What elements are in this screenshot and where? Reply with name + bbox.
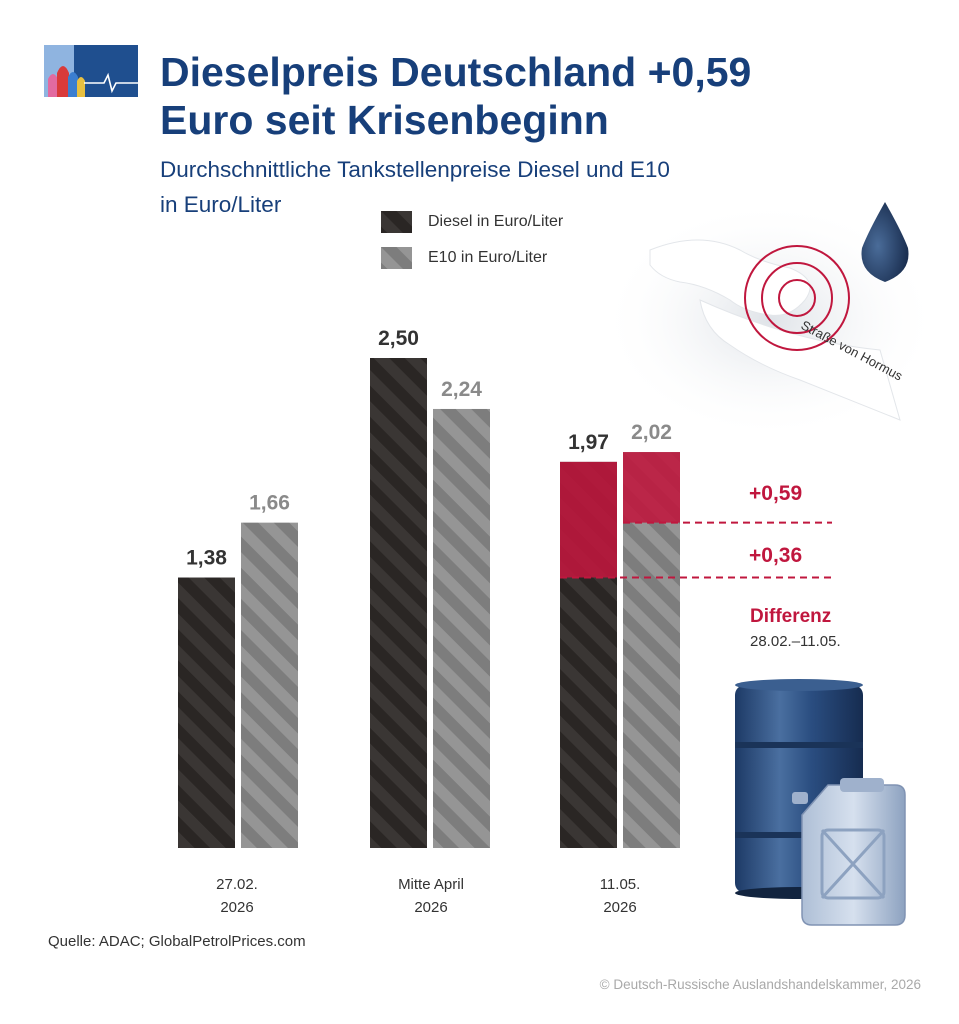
x-tick-label: 11.05. 2026 bbox=[550, 873, 690, 919]
bar-e10 bbox=[623, 452, 680, 848]
map-label: Straße von Hormus bbox=[799, 317, 906, 383]
legend-label-e10: E10 in Euro/Liter bbox=[428, 249, 548, 266]
bar-e10 bbox=[241, 522, 298, 848]
bar-diesel bbox=[560, 461, 617, 848]
legend-item-e10: E10 in Euro/Liter bbox=[381, 240, 563, 276]
copyright: © Deutsch-Russische Auslandshandelskamme… bbox=[599, 977, 921, 992]
x-tick-line-2: 2026 bbox=[414, 899, 448, 916]
jerry-can-icon bbox=[792, 778, 906, 926]
difference-label: +0,36 bbox=[749, 544, 802, 567]
legend-item-diesel: Diesel in Euro/Liter bbox=[381, 204, 563, 240]
legend-swatch-diesel bbox=[381, 211, 412, 233]
data-label: 2,50 bbox=[378, 327, 419, 350]
title-line-2: Euro seit Krisenbeginn bbox=[160, 97, 609, 143]
bar-e10 bbox=[433, 408, 490, 848]
data-label: 2,24 bbox=[441, 378, 482, 401]
bar-diesel bbox=[178, 577, 235, 848]
legend-swatch-e10 bbox=[381, 247, 412, 269]
page-title: Dieselpreis Deutschland +0,59 Euro seit … bbox=[160, 48, 920, 144]
x-tick-label: 27.02. 2026 bbox=[167, 873, 307, 919]
bar-diesel bbox=[370, 358, 427, 848]
chart-subtitle: Durchschnittliche Tankstellenpreise Dies… bbox=[160, 152, 880, 222]
oil-barrel-icon bbox=[735, 679, 863, 899]
difference-label: +0,59 bbox=[749, 482, 802, 505]
x-tick-line-1: 11.05. bbox=[599, 876, 641, 893]
hormuz-map: Straße von Hormus bbox=[600, 200, 940, 440]
data-label: 2,02 bbox=[631, 421, 672, 444]
x-tick-line-2: 2026 bbox=[603, 899, 637, 916]
data-label: 1,38 bbox=[186, 547, 227, 570]
title-line-1: Dieselpreis Deutschland +0,59 bbox=[160, 49, 752, 95]
data-label: 1,66 bbox=[249, 492, 290, 515]
x-tick-line-1: 27.02. bbox=[216, 876, 258, 893]
x-tick-line-1: Mitte April bbox=[398, 876, 464, 893]
source-note: Quelle: ADAC; GlobalPetrolPrices.com bbox=[48, 933, 306, 950]
ahk-logo bbox=[44, 45, 138, 97]
increase-segment-diesel bbox=[560, 461, 617, 578]
legend-label-diesel: Diesel in Euro/Liter bbox=[428, 213, 564, 230]
data-label: 1,97 bbox=[568, 431, 609, 454]
differenz-label: Differenz bbox=[750, 606, 832, 627]
increase-segment-e10 bbox=[623, 452, 680, 523]
differenz-range: 28.02.–11.05. bbox=[750, 633, 841, 650]
legend: Diesel in Euro/Liter E10 in Euro/Liter bbox=[381, 204, 563, 276]
subtitle-line-1: Durchschnittliche Tankstellenpreise Dies… bbox=[160, 157, 670, 182]
subtitle-line-2: in Euro/Liter bbox=[160, 192, 282, 217]
x-tick-label: Mitte April 2026 bbox=[361, 873, 501, 919]
x-tick-line-2: 2026 bbox=[220, 899, 254, 916]
